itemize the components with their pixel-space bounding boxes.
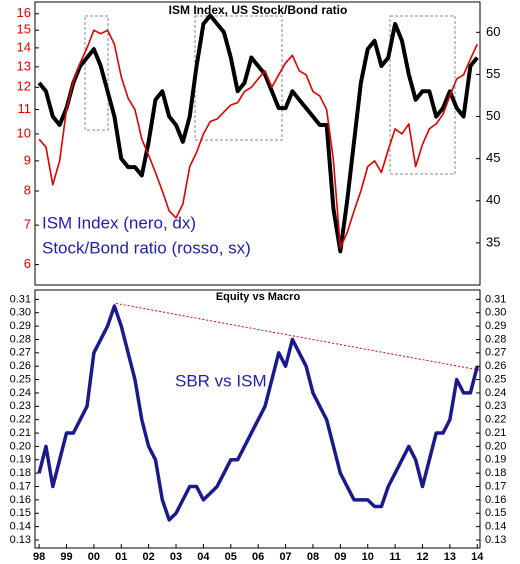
- x-tick-label: 13: [444, 551, 456, 563]
- y-tick-label: 0.21: [485, 427, 506, 439]
- highlight-box: [389, 15, 456, 175]
- y-tick-label: 6: [24, 256, 31, 271]
- y2-tick-label: 40: [486, 192, 500, 207]
- x-tick-label: 10: [362, 551, 374, 563]
- chart-title: ISM Index, US Stock/Bond ratio: [169, 3, 348, 17]
- y-tick-label: 0.28: [485, 333, 506, 345]
- y-tick-label: 0.17: [10, 480, 31, 492]
- y-tick-label: 0.14: [485, 521, 506, 533]
- trend-line: [115, 302, 481, 371]
- y-tick-label: 0.23: [485, 400, 506, 412]
- y-tick-label: 0.18: [10, 467, 31, 479]
- chart-title: Equity vs Macro: [216, 291, 301, 303]
- y2-tick-label: 55: [486, 66, 500, 81]
- legend-label: Stock/Bond ratio (rosso, sx): [42, 238, 251, 257]
- x-tick-label: 06: [252, 551, 264, 563]
- top-plot-frame: [34, 1, 481, 286]
- x-tick-label: 14: [471, 551, 484, 563]
- x-tick-label: 01: [115, 551, 127, 563]
- y-tick-label: 0.17: [485, 480, 506, 492]
- y-tick-label: 0.31: [485, 293, 506, 305]
- highlight-box: [84, 15, 109, 131]
- x-tick-label: 12: [416, 551, 428, 563]
- y-tick-label: 0.13: [10, 534, 31, 546]
- x-tick-label: 11: [389, 551, 401, 563]
- y-tick-label: 0.16: [485, 494, 506, 506]
- y-tick-label: 0.30: [10, 307, 31, 319]
- x-tick-label: 03: [170, 551, 182, 563]
- x-tick-label: 07: [279, 551, 291, 563]
- x-tick-label: 08: [307, 551, 319, 563]
- y-tick-label: 0.23: [10, 400, 31, 412]
- y-tick-label: 13: [17, 58, 31, 73]
- y2-tick-label: 50: [486, 108, 500, 123]
- x-tick-label: 99: [60, 551, 72, 563]
- bottom-plot-frame: [34, 289, 481, 549]
- y-tick-label: 0.14: [10, 521, 31, 533]
- y-tick-label: 16: [17, 5, 31, 20]
- y-tick-label: 0.24: [485, 387, 506, 399]
- x-tick-label: 98: [33, 551, 45, 563]
- y2-tick-label: 60: [486, 24, 500, 39]
- y-tick-label: 0.16: [10, 494, 31, 506]
- y-tick-label: 0.24: [10, 387, 31, 399]
- series-line: [38, 29, 478, 249]
- y-tick-label: 0.26: [485, 360, 506, 372]
- legend-label: ISM Index (nero, dx): [42, 213, 196, 232]
- y-tick-label: 0.26: [10, 360, 31, 372]
- y-tick-label: 7: [24, 217, 31, 232]
- highlight-box: [194, 15, 283, 141]
- y-tick-label: 0.21: [10, 427, 31, 439]
- series-line: [37, 304, 479, 522]
- y-tick-label: 0.25: [10, 373, 31, 385]
- y-tick-label: 0.20: [485, 440, 506, 452]
- y-tick-label: 0.31: [10, 293, 31, 305]
- y-tick-label: 0.18: [485, 467, 506, 479]
- y-tick-label: 0.20: [10, 440, 31, 452]
- x-tick-label: 09: [334, 551, 346, 563]
- y-tick-label: 0.25: [485, 373, 506, 385]
- y2-tick-label: 45: [486, 150, 500, 165]
- y-tick-label: 0.15: [10, 507, 31, 519]
- y-tick-label: 0.27: [10, 347, 31, 359]
- y2-tick-label: 35: [486, 234, 500, 249]
- y-tick-label: 14: [17, 39, 31, 54]
- y-tick-label: 15: [17, 22, 31, 37]
- y-tick-label: 12: [17, 79, 31, 94]
- y-tick-label: 0.15: [485, 507, 506, 519]
- y-tick-label: 10: [17, 125, 31, 140]
- y-tick-label: 0.28: [10, 333, 31, 345]
- y-tick-label: 0.22: [485, 414, 506, 426]
- y-tick-label: 0.30: [485, 307, 506, 319]
- y-tick-label: 11: [18, 101, 32, 116]
- y-tick-label: 9: [24, 152, 31, 167]
- legend-label: SBR vs ISM: [175, 371, 267, 390]
- y-tick-label: 0.29: [485, 320, 506, 332]
- y-tick-label: 0.29: [10, 320, 31, 332]
- x-tick-label: 04: [197, 551, 210, 563]
- x-tick-label: 00: [88, 551, 100, 563]
- y-tick-label: 0.13: [485, 534, 506, 546]
- x-tick-label: 05: [225, 551, 237, 563]
- y-tick-label: 0.27: [485, 347, 506, 359]
- y-tick-label: 0.19: [485, 454, 506, 466]
- x-tick-label: 02: [143, 551, 155, 563]
- y-tick-label: 8: [24, 182, 31, 197]
- y-tick-label: 0.19: [10, 454, 31, 466]
- y-tick-label: 0.22: [10, 414, 31, 426]
- series-line: [37, 13, 479, 254]
